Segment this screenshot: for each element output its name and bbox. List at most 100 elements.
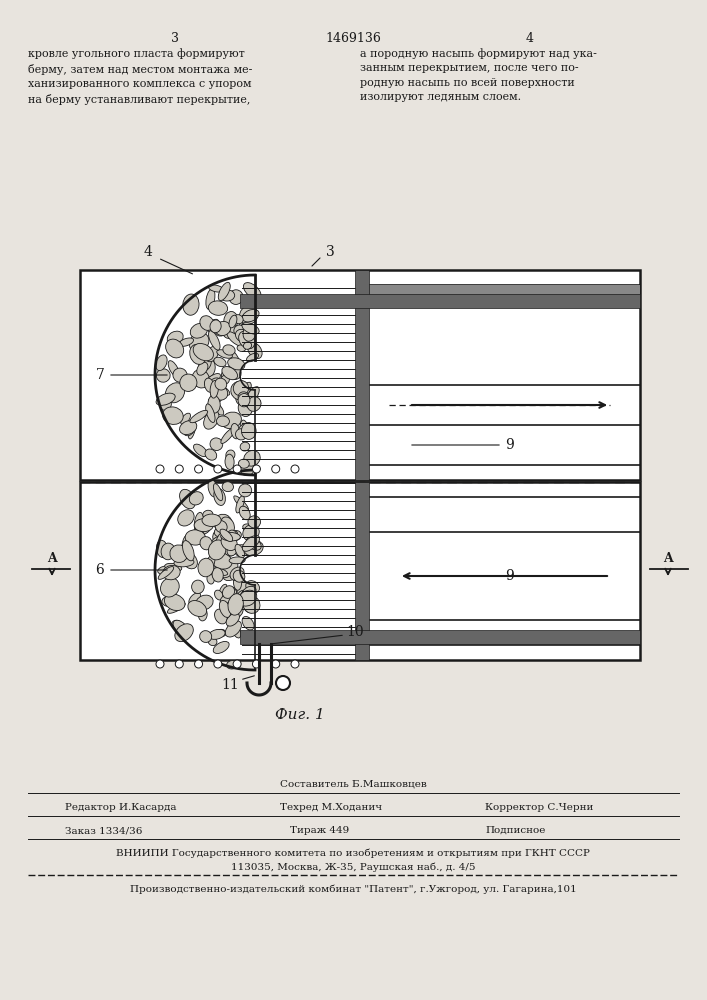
Ellipse shape: [218, 282, 230, 301]
Ellipse shape: [210, 438, 223, 451]
Ellipse shape: [192, 370, 209, 388]
Ellipse shape: [222, 367, 238, 380]
Bar: [369, 285, 640, 295]
Ellipse shape: [247, 396, 261, 406]
Circle shape: [194, 465, 203, 473]
Ellipse shape: [229, 557, 245, 564]
Text: Производственно-издательский комбинат "Патент", г.Ужгород, ул. Гагарина,101: Производственно-издательский комбинат "П…: [129, 885, 576, 894]
Ellipse shape: [229, 315, 237, 328]
Ellipse shape: [238, 394, 250, 407]
Ellipse shape: [221, 412, 241, 429]
Ellipse shape: [240, 420, 249, 438]
Ellipse shape: [222, 589, 242, 607]
Text: Редактор И.Касарда: Редактор И.Касарда: [65, 803, 177, 812]
Ellipse shape: [221, 517, 235, 534]
Ellipse shape: [177, 510, 194, 526]
Text: 11: 11: [221, 678, 239, 692]
Text: 9: 9: [506, 438, 515, 452]
Circle shape: [276, 676, 290, 690]
Text: 4: 4: [144, 245, 153, 259]
Ellipse shape: [236, 581, 248, 598]
Ellipse shape: [226, 450, 235, 460]
Ellipse shape: [224, 311, 238, 330]
Ellipse shape: [189, 332, 209, 352]
Ellipse shape: [183, 423, 195, 436]
Ellipse shape: [208, 319, 220, 334]
Ellipse shape: [199, 354, 211, 371]
Ellipse shape: [229, 531, 238, 542]
Ellipse shape: [205, 449, 216, 460]
Ellipse shape: [221, 368, 233, 380]
Ellipse shape: [238, 399, 252, 416]
Ellipse shape: [211, 553, 232, 569]
Ellipse shape: [199, 600, 208, 608]
Circle shape: [252, 465, 260, 473]
Circle shape: [156, 660, 164, 668]
Ellipse shape: [238, 590, 250, 602]
Ellipse shape: [243, 324, 257, 341]
Text: Техред М.Ходанич: Техред М.Ходанич: [280, 803, 382, 812]
Ellipse shape: [225, 601, 243, 618]
Ellipse shape: [248, 516, 260, 528]
Ellipse shape: [214, 484, 223, 501]
Circle shape: [194, 660, 203, 668]
Ellipse shape: [202, 514, 221, 526]
Ellipse shape: [243, 309, 259, 322]
Ellipse shape: [230, 381, 248, 400]
Text: Корректор С.Черни: Корректор С.Черни: [485, 803, 593, 812]
Ellipse shape: [244, 541, 263, 556]
Text: Заказ 1334/36: Заказ 1334/36: [65, 826, 142, 835]
Ellipse shape: [211, 384, 223, 403]
Ellipse shape: [191, 526, 211, 537]
Bar: [240, 630, 640, 644]
Ellipse shape: [239, 506, 250, 520]
Ellipse shape: [162, 596, 177, 607]
Ellipse shape: [214, 528, 223, 537]
Ellipse shape: [210, 380, 218, 398]
Ellipse shape: [234, 496, 249, 511]
Ellipse shape: [240, 442, 250, 451]
Ellipse shape: [180, 421, 197, 435]
Circle shape: [214, 465, 222, 473]
Ellipse shape: [243, 596, 260, 613]
Text: 10: 10: [346, 625, 364, 639]
Ellipse shape: [220, 594, 235, 607]
Ellipse shape: [165, 563, 182, 571]
Ellipse shape: [215, 378, 227, 390]
Ellipse shape: [216, 416, 229, 426]
Ellipse shape: [156, 393, 175, 405]
Ellipse shape: [214, 488, 226, 505]
Ellipse shape: [221, 535, 237, 551]
Ellipse shape: [183, 294, 199, 315]
Ellipse shape: [156, 369, 170, 382]
Ellipse shape: [168, 331, 183, 345]
Ellipse shape: [226, 613, 240, 626]
Ellipse shape: [165, 383, 185, 403]
Ellipse shape: [198, 558, 214, 577]
Ellipse shape: [217, 629, 226, 636]
Circle shape: [271, 465, 280, 473]
Ellipse shape: [168, 603, 185, 613]
Circle shape: [291, 660, 299, 668]
Circle shape: [252, 660, 260, 668]
Ellipse shape: [246, 581, 259, 593]
Ellipse shape: [193, 343, 214, 361]
Ellipse shape: [243, 283, 261, 299]
Ellipse shape: [158, 567, 174, 579]
Ellipse shape: [214, 609, 227, 624]
Bar: [80, 482, 640, 660]
Ellipse shape: [235, 544, 245, 558]
Ellipse shape: [211, 385, 228, 400]
Ellipse shape: [240, 462, 254, 476]
Ellipse shape: [158, 566, 177, 575]
Ellipse shape: [234, 325, 245, 336]
Ellipse shape: [247, 342, 262, 359]
Ellipse shape: [213, 384, 230, 395]
Ellipse shape: [156, 540, 168, 558]
Ellipse shape: [223, 324, 237, 339]
Ellipse shape: [168, 361, 179, 377]
Ellipse shape: [197, 362, 208, 375]
Bar: [355, 482, 369, 660]
Ellipse shape: [200, 316, 214, 330]
Ellipse shape: [242, 323, 259, 334]
